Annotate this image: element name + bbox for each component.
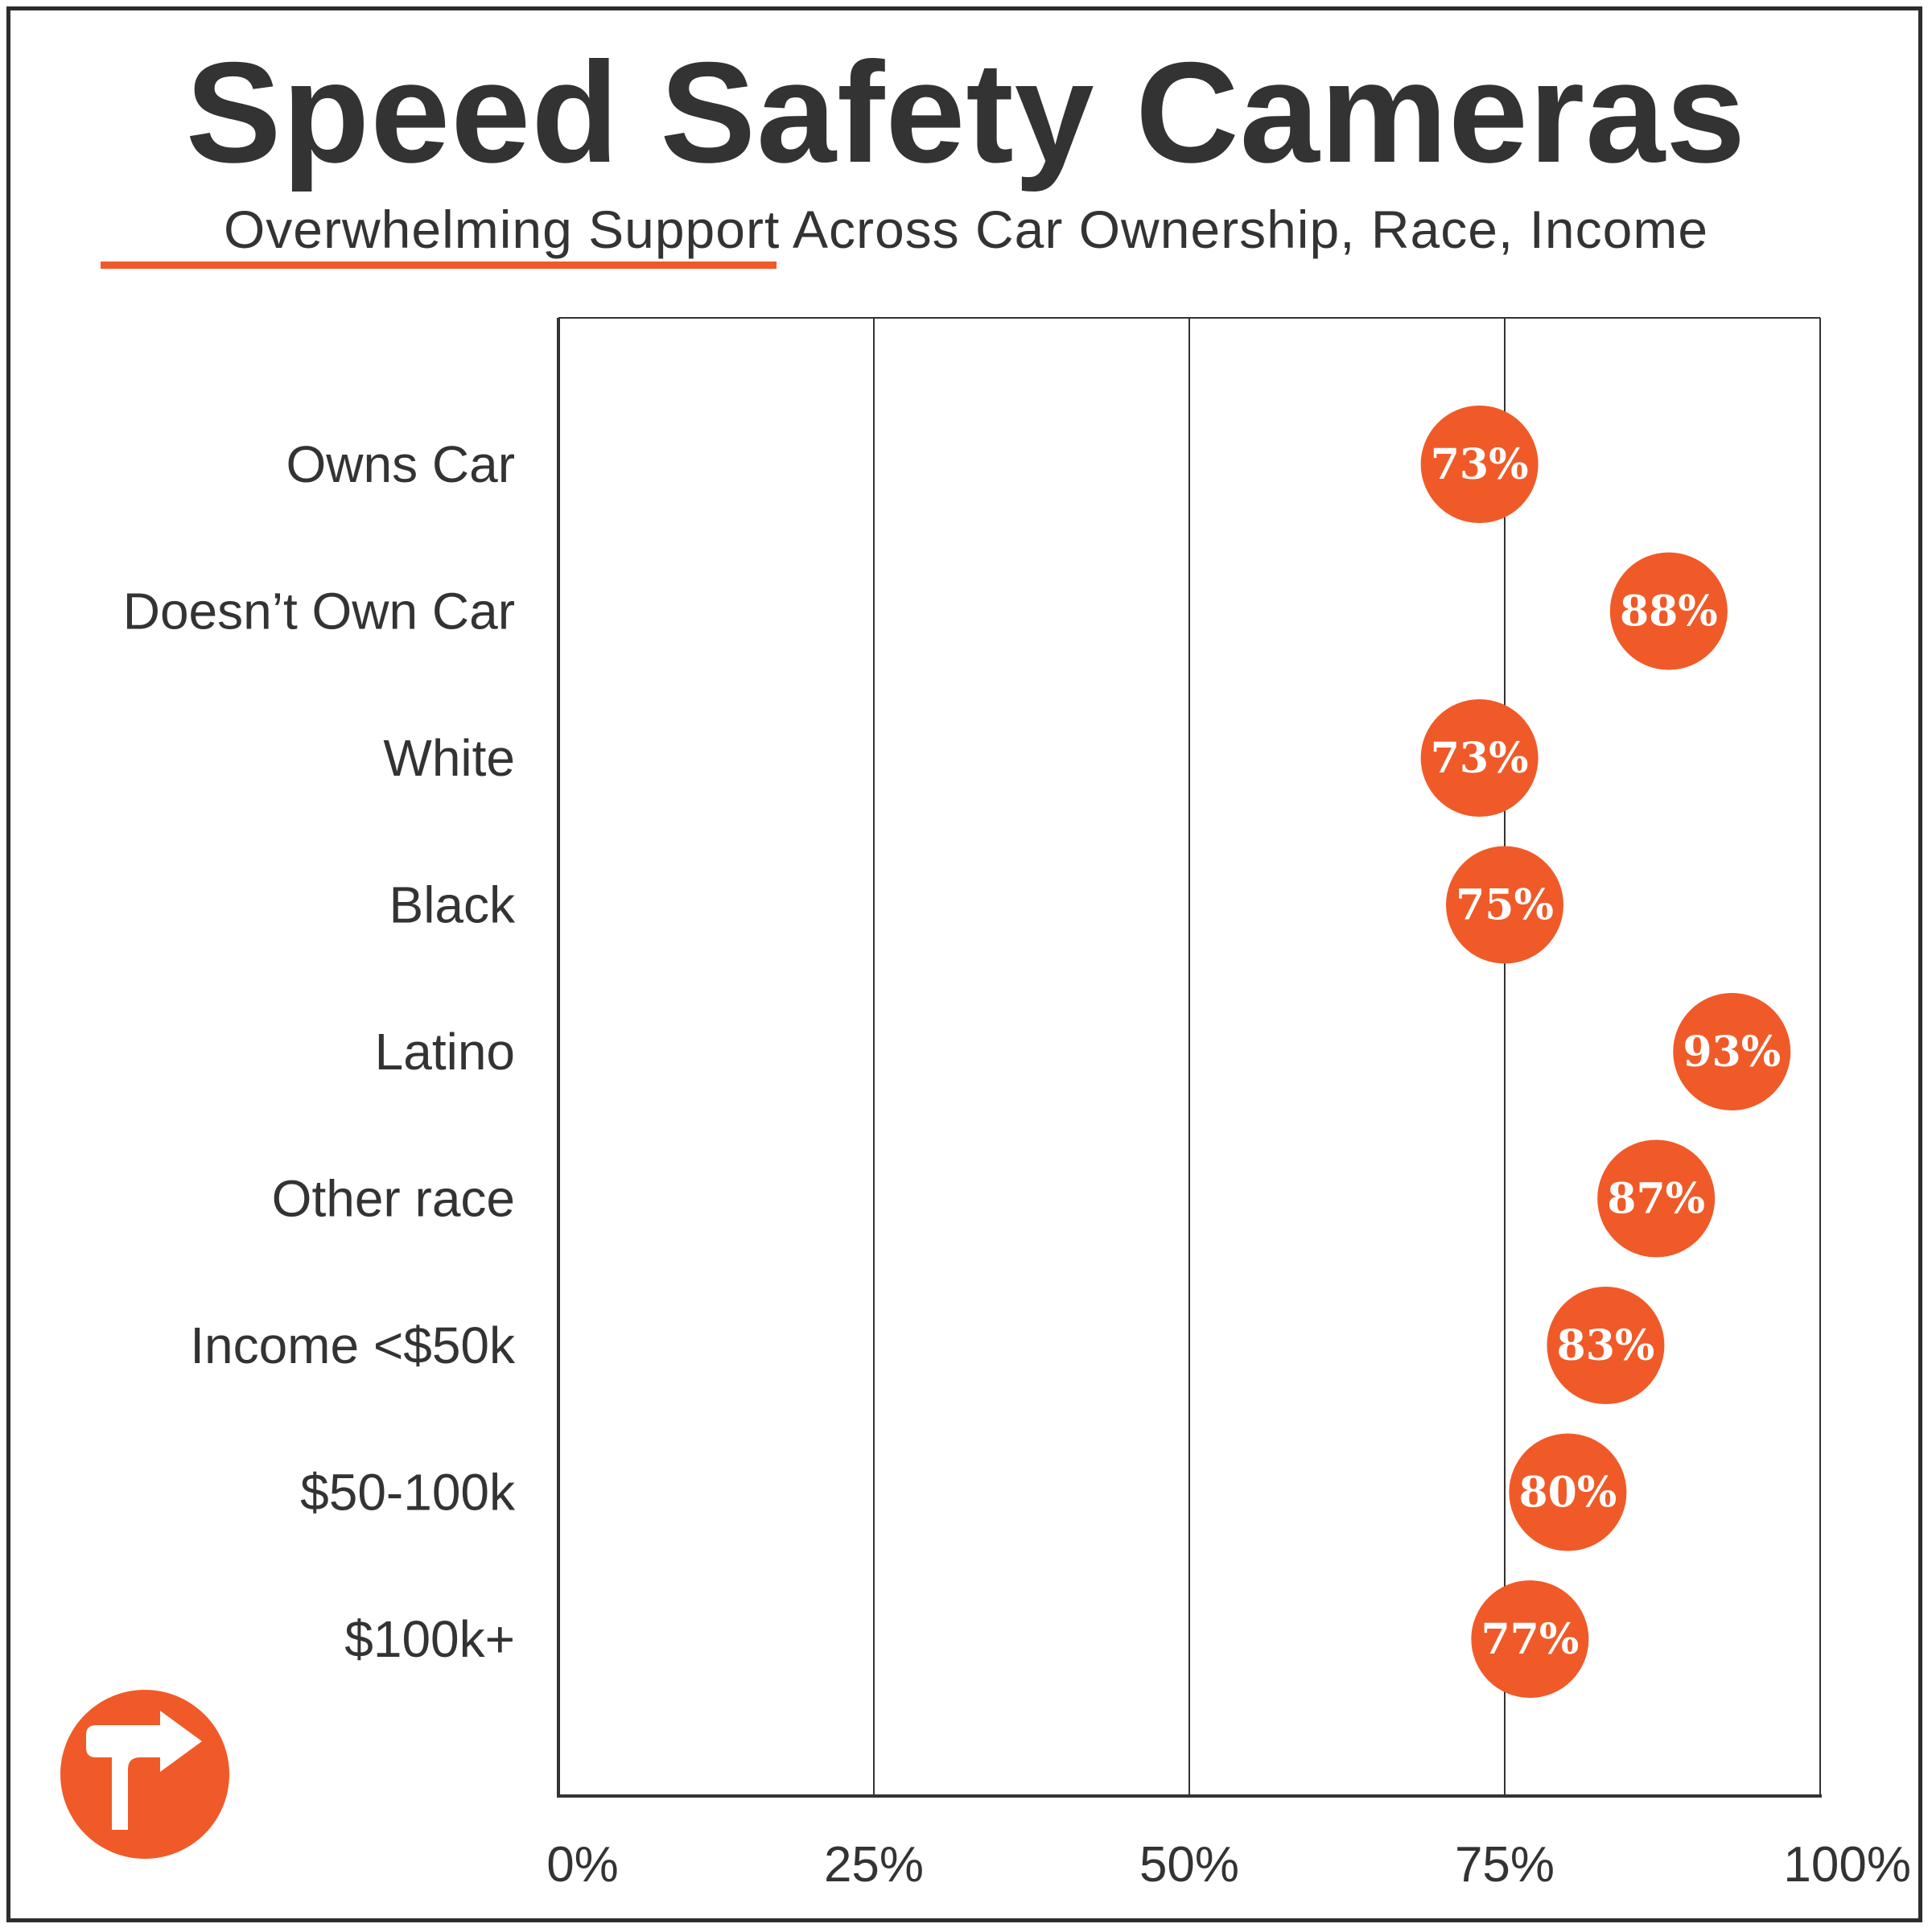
- x-tick-labels: 0% 25% 50% 75% 100%: [546, 1837, 1911, 1893]
- category-label: Income <$50k: [190, 1316, 516, 1374]
- category-label: Doesn’t Own Car: [123, 583, 515, 641]
- data-label: 80%: [1519, 1469, 1617, 1518]
- category-label: Owns Car: [286, 435, 516, 493]
- chart-title: Speed Safety Cameras: [185, 32, 1747, 192]
- subtitle-underline: [101, 262, 777, 269]
- data-point-marker: [1509, 1433, 1627, 1551]
- turn-right-arrow-icon: [60, 1690, 229, 1859]
- data-point: 73%: [1420, 406, 1539, 523]
- x-tick-label: 25%: [824, 1837, 924, 1893]
- category-label: Black: [389, 876, 517, 934]
- data-point: 87%: [1597, 1139, 1716, 1258]
- x-tick-label: 50%: [1139, 1837, 1239, 1893]
- data-point: 83%: [1547, 1287, 1665, 1404]
- chart-frame: [6, 6, 1922, 1922]
- chart-subtitle: Overwhelming Support Across Car Ownershi…: [223, 200, 1709, 259]
- data-points: 73% 88% 73% 75% 93% 87% 83% 80% 77%: [1420, 406, 1791, 1698]
- x-tick-label: 100%: [1783, 1837, 1911, 1893]
- data-label: 88%: [1620, 587, 1718, 636]
- x-tick-label: 0%: [546, 1837, 619, 1893]
- grid-lines: [873, 318, 1821, 1796]
- data-point-marker: [1597, 1139, 1716, 1258]
- data-point-marker: [1420, 406, 1539, 523]
- data-label: 73%: [1431, 734, 1529, 783]
- data-point: 75%: [1446, 846, 1563, 964]
- category-labels: Owns Car Doesn’t Own Car White Black Latino O…: [123, 435, 516, 1668]
- x-tick-label: 75%: [1455, 1837, 1555, 1893]
- data-label: 75%: [1456, 881, 1554, 930]
- data-point-marker: [1673, 993, 1791, 1110]
- data-point: 80%: [1509, 1433, 1627, 1551]
- data-label: 73%: [1431, 440, 1529, 489]
- data-point: 93%: [1673, 993, 1791, 1110]
- data-label: 77%: [1481, 1615, 1579, 1664]
- category-label: Other race: [272, 1170, 515, 1228]
- data-point: 88%: [1609, 552, 1728, 670]
- data-point: 73%: [1420, 699, 1539, 817]
- data-label: 87%: [1607, 1175, 1705, 1224]
- axes: [557, 317, 1822, 1798]
- data-point-marker: [1547, 1287, 1665, 1404]
- data-point-marker: [1609, 552, 1728, 670]
- data-point: 77%: [1471, 1580, 1589, 1698]
- data-label: 83%: [1557, 1321, 1655, 1370]
- category-label: $50-100k: [300, 1464, 516, 1522]
- category-label: $100k+: [344, 1610, 515, 1668]
- category-label: Latino: [375, 1023, 515, 1081]
- data-point-marker: [1471, 1580, 1589, 1698]
- category-label: White: [383, 729, 515, 787]
- data-point-marker: [1420, 699, 1539, 817]
- data-point-marker: [1446, 846, 1563, 964]
- data-label: 93%: [1683, 1028, 1781, 1077]
